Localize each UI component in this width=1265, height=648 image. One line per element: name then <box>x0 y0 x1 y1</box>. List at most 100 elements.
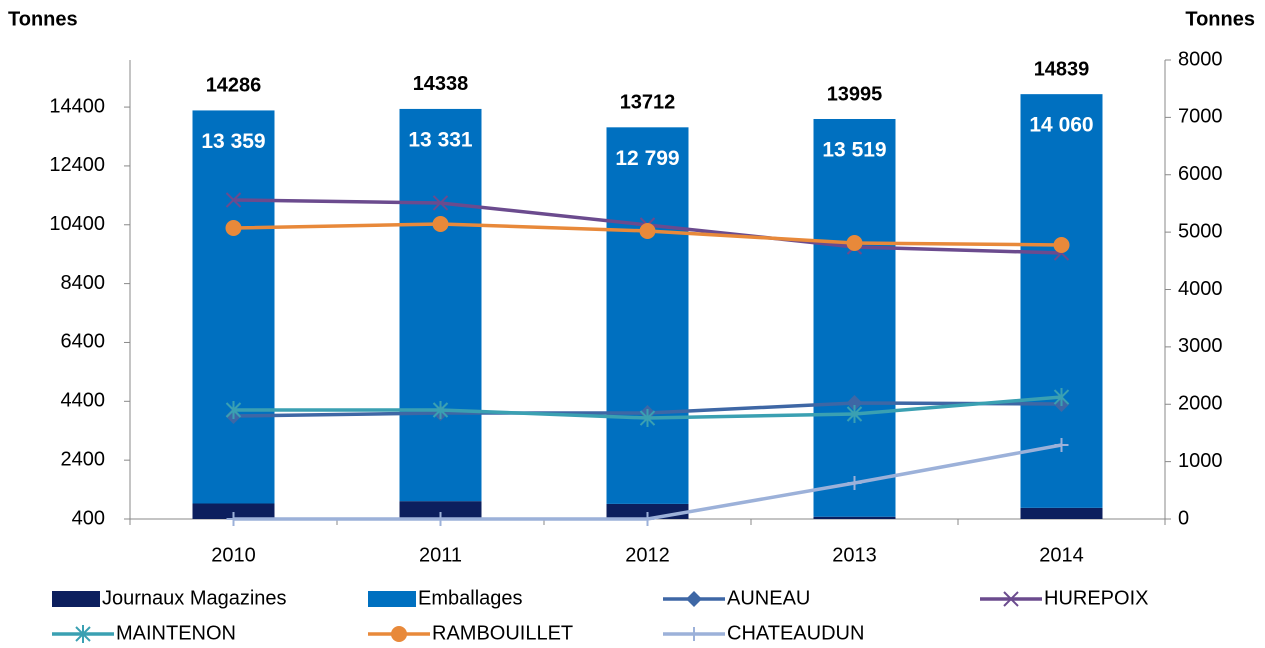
marker <box>432 400 449 419</box>
marker <box>1003 591 1019 607</box>
marker-shape <box>686 591 702 607</box>
legend-label: HUREPOIX <box>1044 587 1148 609</box>
y-tick-label: 6400 <box>61 331 106 353</box>
marker-shape <box>432 215 449 232</box>
marker <box>432 195 449 211</box>
legend-item: AUNEAU <box>663 587 810 609</box>
y2-tick-label: 0 <box>1178 507 1189 529</box>
marker <box>639 409 656 428</box>
marker-shape <box>1054 437 1069 452</box>
marker-shape <box>847 476 862 491</box>
legend-label: Emballages <box>418 587 523 609</box>
bar-value-label: 13 331 <box>408 128 473 151</box>
marker-shape <box>639 409 656 428</box>
legend-item: CHATEAUDUN <box>663 622 864 644</box>
legend-swatch <box>52 591 100 607</box>
marker-shape <box>846 394 863 411</box>
legend-marker <box>1003 591 1019 607</box>
marker-shape <box>639 222 656 239</box>
x-tick-label: 2011 <box>419 544 462 566</box>
legend-label: RAMBOUILLET <box>432 622 573 644</box>
x-tick-label: 2014 <box>1039 544 1084 566</box>
marker-shape <box>432 400 449 419</box>
total-label: 13995 <box>827 83 883 105</box>
legend-item: HUREPOIX <box>980 587 1148 609</box>
y2-tick-label: 7000 <box>1178 106 1223 128</box>
marker <box>75 625 91 643</box>
marker-shape <box>225 192 242 208</box>
bar <box>192 110 275 504</box>
bar <box>399 108 482 502</box>
total-label: 14338 <box>413 73 469 95</box>
marker-shape <box>1003 591 1019 607</box>
marker-shape <box>75 625 91 643</box>
total-label: 14286 <box>206 75 262 97</box>
y2-tick-label: 1000 <box>1178 450 1223 472</box>
marker-shape <box>432 195 449 211</box>
y-tick-label: 400 <box>72 507 105 529</box>
marker <box>687 627 701 641</box>
x-tick-label: 2010 <box>211 544 256 566</box>
legend-swatch <box>368 591 416 607</box>
marker-shape <box>391 626 407 642</box>
y-tick-label: 2400 <box>61 448 106 470</box>
bar <box>192 503 275 519</box>
bar <box>813 516 896 519</box>
y-tick-label: 12400 <box>49 154 105 176</box>
x-tick-label: 2012 <box>625 544 670 566</box>
marker-shape <box>226 512 241 526</box>
y2-tick-label: 5000 <box>1178 220 1223 242</box>
marker <box>391 626 407 642</box>
marker-shape <box>687 627 701 641</box>
marker <box>1053 388 1070 407</box>
bar <box>606 127 689 504</box>
bar-value-label: 13 359 <box>201 130 265 153</box>
total-label: 14839 <box>1034 58 1090 80</box>
marker-shape <box>225 219 242 236</box>
legend-item: Emballages <box>368 587 523 609</box>
y-axis-title: Tonnes <box>8 8 78 30</box>
marker <box>225 192 242 208</box>
legend-item: Journaux Magazines <box>52 587 287 609</box>
x-tick-label: 2013 <box>832 544 877 566</box>
legend-marker <box>75 625 91 643</box>
marker <box>433 512 448 526</box>
y2-tick-label: 6000 <box>1178 163 1223 185</box>
y-tick-label: 4400 <box>61 390 106 412</box>
bar-value-label: 14 060 <box>1029 114 1093 137</box>
bar <box>399 501 482 519</box>
marker <box>846 394 863 411</box>
legend-label: CHATEAUDUN <box>727 622 864 644</box>
marker-shape <box>225 400 242 419</box>
marker <box>1053 236 1070 253</box>
marker <box>1054 437 1069 452</box>
y2-tick-label: 4000 <box>1178 278 1223 300</box>
marker <box>847 476 862 491</box>
y2-tick-label: 8000 <box>1178 48 1223 70</box>
legend-label: MAINTENON <box>116 622 236 644</box>
bar-value-label: 13 519 <box>822 139 886 162</box>
legend-item: MAINTENON <box>52 622 236 644</box>
marker-shape <box>1053 236 1070 253</box>
y2-tick-label: 2000 <box>1178 393 1223 415</box>
total-label: 13712 <box>620 92 676 114</box>
y-tick-label: 14400 <box>49 95 105 117</box>
legend-marker <box>391 626 407 642</box>
y-tick-label: 10400 <box>49 213 105 235</box>
marker-shape <box>846 405 863 424</box>
y2-tick-label: 3000 <box>1178 335 1223 357</box>
bar-value-label: 12 799 <box>615 147 679 170</box>
marker-shape <box>640 512 655 526</box>
marker-shape <box>1053 388 1070 407</box>
marker <box>432 215 449 232</box>
marker-shape <box>433 512 448 526</box>
marker-shape <box>846 235 863 252</box>
marker <box>225 219 242 236</box>
marker <box>846 405 863 424</box>
legend-item: RAMBOUILLET <box>368 622 573 644</box>
marker <box>226 512 241 526</box>
marker <box>225 400 242 419</box>
bar <box>1020 507 1103 519</box>
legend-marker <box>687 627 701 641</box>
